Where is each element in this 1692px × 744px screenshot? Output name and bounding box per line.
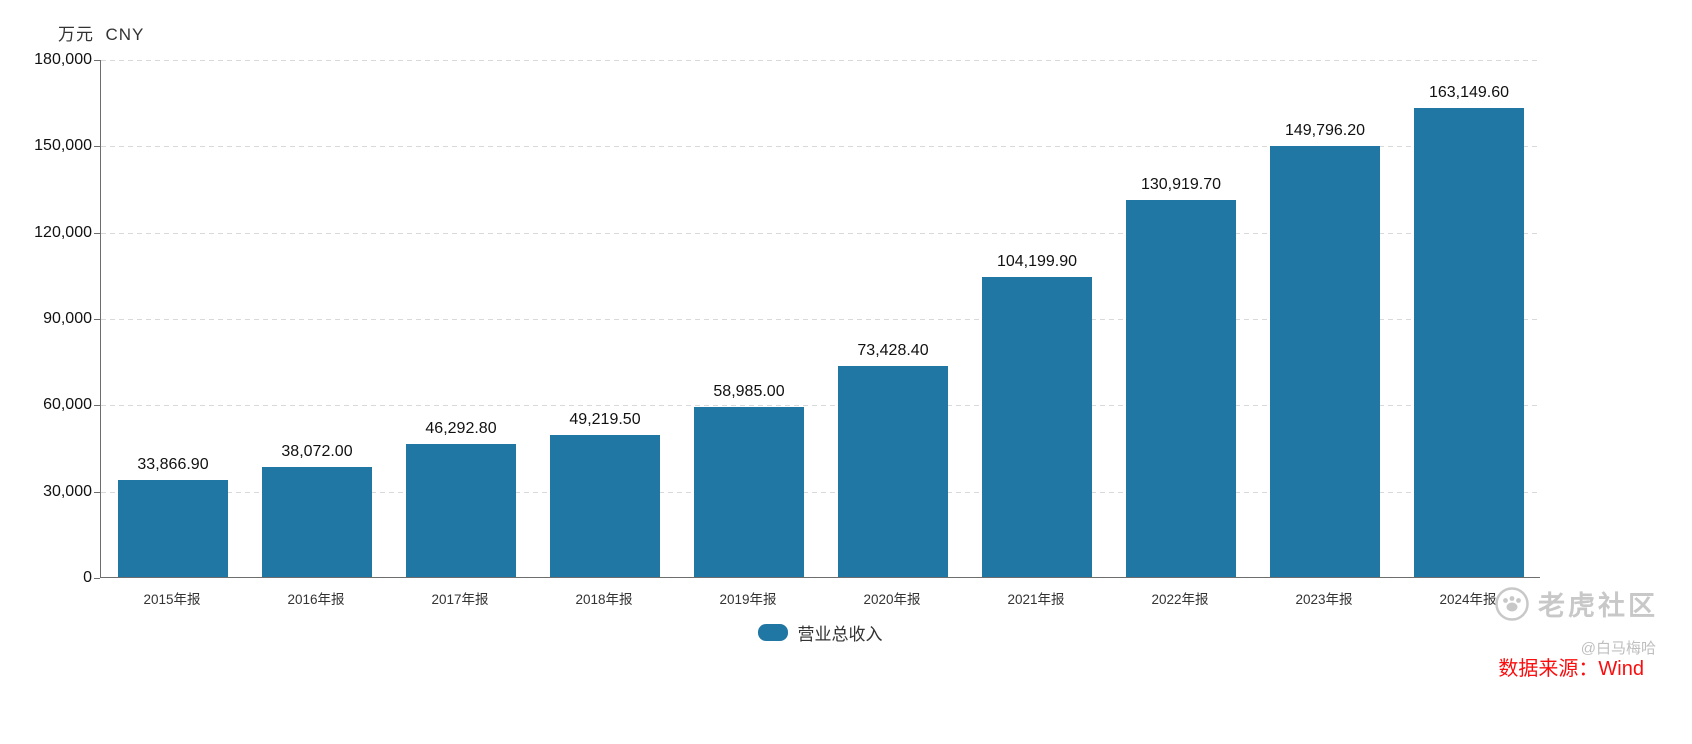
bar[interactable] [838,365,948,577]
bar[interactable] [1126,200,1236,577]
bar[interactable] [262,467,372,577]
unit-text: 万元 [58,25,94,44]
bar-value-label: 104,199.90 [996,253,1078,271]
currency-text: CNY [105,25,145,44]
bar-value-label: 58,985.00 [713,383,785,401]
watermark-brand: 老虎社区 [1538,591,1658,621]
bar[interactable] [118,479,228,577]
x-axis-label: 2018年报 [575,592,633,607]
gridline [101,319,1540,320]
y-axis-tick-label: 30,000 [43,482,92,500]
y-axis-tick-mark [94,232,100,234]
y-axis-tick-mark [94,319,100,320]
y-axis-tick-mark [94,578,100,579]
bar-value-label: 38,072.00 [281,443,353,461]
y-axis-tick-mark [94,146,100,148]
x-axis-label: 2022年报 [1151,592,1209,607]
bar-value-label: 149,796.20 [1284,121,1366,139]
y-axis-tick-label: 60,000 [43,396,92,414]
x-axis-label: 2020年报 [863,592,921,607]
x-axis-labels: 2015年报 2016年报 2017年报 2018年报 2019年报 2020年报 2021… [100,588,1540,608]
bar[interactable] [406,443,516,577]
y-axis-tick-label: 120,000 [34,223,92,241]
plot-area: 33,866.90 38,072.00 46,292.80 49,219.50 58,9… [94,60,1540,579]
watermark-handle: @白马梅哈 [1580,640,1656,657]
x-axis-label: 2024年报 [1439,592,1497,607]
bar-value-label: 46,292.80 [425,419,497,437]
bar[interactable] [1270,145,1380,577]
y-axis-tick-label: 90,000 [43,310,92,327]
bar-value-label: 33,866.90 [137,455,209,473]
bar[interactable] [982,277,1092,577]
data-source-label: 数据来源：Wind [1498,658,1644,680]
gridline [101,491,1540,493]
y-axis-labels: 0 30,000 60,000 90,000 120,000 150,000 180,000 [0,51,92,586]
x-axis-label: 2019年报 [719,592,777,607]
bar-value-label: 130,919.70 [1140,176,1222,194]
x-axis-label: 2016年报 [287,592,345,607]
x-axis-label: 2021年报 [1007,592,1065,607]
bar-value-label: 49,219.50 [569,411,641,429]
y-axis-tick-label: 180,000 [34,51,92,68]
watermark: 老虎社区 [1494,584,1658,623]
bar[interactable] [550,435,660,577]
x-axis-label: 2017年报 [431,592,489,607]
bar-value-label: 73,428.40 [857,341,929,359]
tiger-community-logo-icon [1495,586,1529,621]
y-axis-tick-mark [94,491,100,493]
x-axis-label: 2023年报 [1295,592,1353,607]
gridline [101,60,1540,61]
bar[interactable] [1414,107,1524,577]
gridline [101,405,1540,407]
gridline [101,232,1540,234]
y-axis-tick-label: 0 [83,569,92,586]
gridline [101,146,1540,148]
bar-value-label: 163,149.60 [1428,83,1510,101]
y-axis-unit-label: 万元 CNY [58,20,144,45]
x-axis-label: 2015年报 [143,592,201,607]
legend-label: 营业总收入 [797,625,883,644]
y-axis-tick-mark [94,60,100,61]
y-axis-tick-mark [94,405,100,407]
legend[interactable]: 营业总收入 [100,620,1540,645]
y-axis-tick-label: 150,000 [34,137,92,155]
legend-swatch [757,624,788,641]
bar[interactable] [694,407,804,577]
